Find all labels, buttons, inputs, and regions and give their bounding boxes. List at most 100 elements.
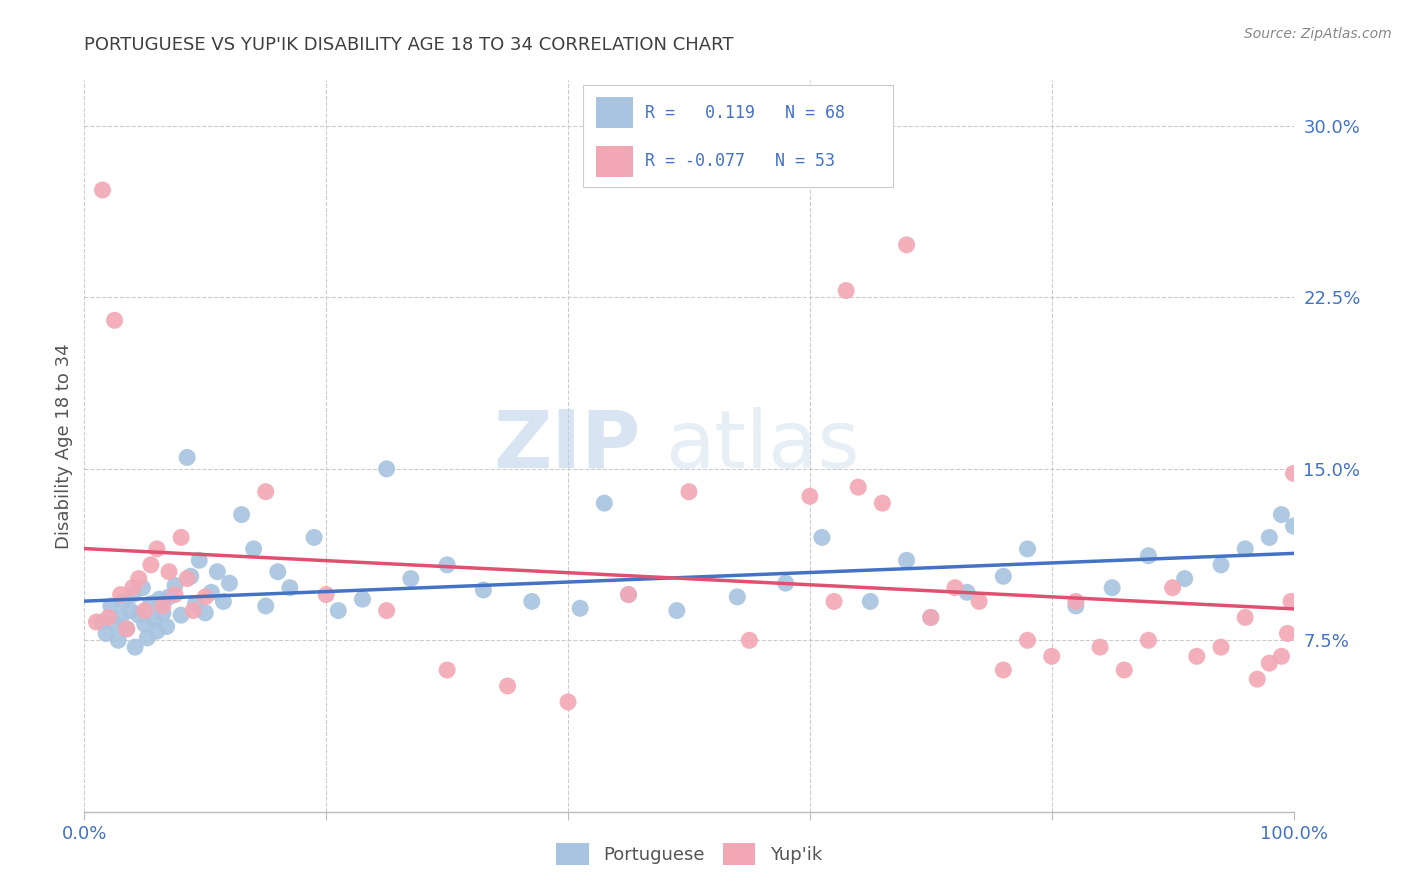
Point	[617, 588, 640, 602]
Point	[1017, 541, 1039, 556]
Point	[146, 541, 169, 556]
Point	[136, 631, 159, 645]
Point	[993, 663, 1015, 677]
Point	[194, 606, 217, 620]
Point	[943, 581, 966, 595]
Y-axis label: Disability Age 18 to 34: Disability Age 18 to 34	[55, 343, 73, 549]
Point	[231, 508, 253, 522]
Text: Source: ZipAtlas.com: Source: ZipAtlas.com	[1244, 27, 1392, 41]
Point	[212, 594, 235, 608]
Point	[107, 633, 129, 648]
Point	[617, 588, 640, 602]
Point	[110, 588, 132, 602]
Point	[1185, 649, 1208, 664]
Point	[155, 619, 177, 633]
Point	[872, 496, 894, 510]
Point	[139, 597, 162, 611]
Point	[97, 610, 120, 624]
Text: R = -0.077   N = 53: R = -0.077 N = 53	[645, 152, 835, 169]
Point	[121, 581, 143, 595]
Point	[956, 585, 979, 599]
Point	[569, 601, 592, 615]
Point	[134, 617, 156, 632]
Point	[1234, 541, 1257, 556]
Point	[170, 608, 193, 623]
Point	[115, 622, 138, 636]
Point	[665, 603, 688, 617]
Point	[134, 603, 156, 617]
Point	[112, 594, 135, 608]
Point	[146, 624, 169, 639]
Text: R =   0.119   N = 68: R = 0.119 N = 68	[645, 104, 845, 122]
Point	[1114, 663, 1136, 677]
Point	[1282, 467, 1305, 481]
Point	[100, 599, 122, 613]
Point	[846, 480, 869, 494]
Point	[242, 541, 264, 556]
Point	[1282, 519, 1305, 533]
Point	[738, 633, 761, 648]
Point	[131, 581, 153, 595]
Point	[496, 679, 519, 693]
Point	[267, 565, 290, 579]
Point	[835, 284, 858, 298]
Point	[163, 588, 186, 602]
Point	[148, 592, 170, 607]
Point	[194, 590, 217, 604]
Point	[128, 572, 150, 586]
Point	[1209, 558, 1232, 572]
Point	[1258, 530, 1281, 544]
Point	[254, 599, 277, 613]
Point	[1279, 594, 1302, 608]
Point	[557, 695, 579, 709]
Point	[200, 585, 222, 599]
Point	[120, 603, 142, 617]
Point	[254, 484, 277, 499]
Point	[157, 590, 180, 604]
Point	[104, 313, 127, 327]
Point	[91, 183, 114, 197]
Point	[967, 594, 990, 608]
Point	[811, 530, 834, 544]
Point	[399, 572, 422, 586]
Point	[1209, 640, 1232, 655]
Point	[1270, 508, 1292, 522]
Point	[375, 603, 398, 617]
Point	[91, 615, 114, 629]
Point	[1137, 633, 1160, 648]
Point	[218, 576, 240, 591]
Legend: Portuguese, Yup'ik: Portuguese, Yup'ik	[548, 836, 830, 872]
Point	[1064, 594, 1087, 608]
Point	[152, 606, 174, 620]
Point	[163, 578, 186, 592]
Point	[920, 610, 942, 624]
Point	[859, 594, 882, 608]
Point	[1234, 610, 1257, 624]
Text: ZIP: ZIP	[494, 407, 641, 485]
Point	[436, 663, 458, 677]
Point	[180, 569, 202, 583]
Point	[472, 582, 495, 597]
Point	[1017, 633, 1039, 648]
Point	[1174, 572, 1197, 586]
Point	[775, 576, 797, 591]
Point	[725, 590, 748, 604]
Point	[104, 617, 127, 632]
Point	[1277, 626, 1299, 640]
Point	[1270, 649, 1292, 664]
Point	[152, 599, 174, 613]
Point	[176, 450, 198, 465]
Point	[121, 588, 143, 602]
Point	[157, 565, 180, 579]
Point	[184, 597, 207, 611]
Point	[278, 581, 301, 595]
Point	[315, 588, 337, 602]
Point	[375, 462, 398, 476]
Point	[1161, 581, 1184, 595]
Bar	[596, 97, 633, 128]
Point	[1088, 640, 1111, 655]
Point	[170, 530, 193, 544]
Point	[799, 489, 821, 503]
Point	[896, 238, 918, 252]
Text: atlas: atlas	[665, 407, 859, 485]
